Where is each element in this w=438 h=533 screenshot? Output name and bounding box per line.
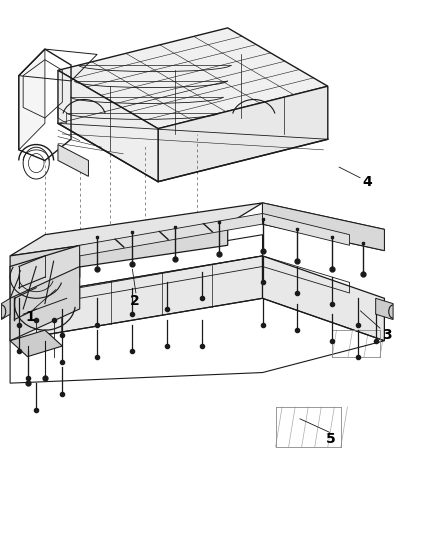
Polygon shape <box>376 298 393 319</box>
Text: 4: 4 <box>363 175 372 189</box>
Polygon shape <box>10 330 62 357</box>
Polygon shape <box>10 224 228 277</box>
Text: 1: 1 <box>25 310 35 324</box>
Polygon shape <box>58 70 158 182</box>
Text: 3: 3 <box>382 328 392 342</box>
Text: 2: 2 <box>130 294 140 308</box>
Polygon shape <box>19 49 45 150</box>
Polygon shape <box>10 266 80 341</box>
Polygon shape <box>80 214 262 256</box>
Polygon shape <box>58 144 88 176</box>
Polygon shape <box>58 28 328 128</box>
Polygon shape <box>10 256 262 341</box>
Polygon shape <box>262 203 385 251</box>
Polygon shape <box>10 203 262 256</box>
Polygon shape <box>262 214 350 245</box>
Polygon shape <box>158 86 328 182</box>
Polygon shape <box>10 245 80 298</box>
Polygon shape <box>262 203 385 251</box>
Text: 5: 5 <box>325 432 336 446</box>
Polygon shape <box>262 256 385 341</box>
Polygon shape <box>1 298 10 319</box>
